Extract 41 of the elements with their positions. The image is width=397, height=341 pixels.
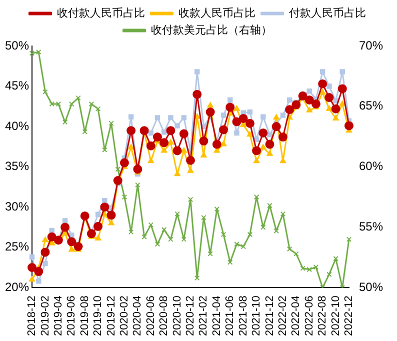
y-tick-label: 50% [4, 38, 30, 52]
y2-tick-label: 70% [358, 38, 384, 52]
x-tick-label: 2022-02 [276, 296, 289, 336]
x-tick-label: 2022-10 [330, 296, 342, 336]
legend-label: 收付款美元占比（右轴） [150, 23, 272, 36]
x-tick-label: 2019-02 [39, 296, 52, 336]
x-tick-label: 2020-08 [158, 296, 170, 336]
x-tick-label: 2021-08 [237, 296, 250, 336]
y2-tick-label: 65% [358, 98, 384, 113]
x-tick-label: 2019-06 [66, 296, 78, 336]
x-tick-label: 2021-02 [198, 296, 210, 336]
legend-label: 付款人民币占比 [288, 6, 366, 20]
x-tick-label: 2020-12 [184, 296, 197, 336]
y2-tick-label: 55% [358, 220, 384, 234]
x-tick-label: 2019-10 [92, 296, 104, 336]
legend-label: 收付款人民币占比 [56, 6, 145, 20]
x-tick-label: 2020-06 [144, 296, 157, 336]
x-tick-label: 2020-10 [171, 296, 184, 336]
legend-label: 收款人民币占比 [178, 6, 256, 20]
x-tick-label: 2021-04 [210, 296, 223, 336]
y-tick-label: 30% [4, 199, 30, 214]
x-tick-label: 2019-04 [52, 296, 64, 336]
x-tick-label: 2022-08 [316, 296, 329, 336]
y-tick-label: 25% [4, 240, 30, 254]
y-tick-label: 45% [4, 78, 30, 93]
x-tick-label: 2022-12 [343, 296, 356, 336]
x-tick-label: 2022-06 [303, 296, 316, 336]
x-tick-label: 2021-12 [264, 296, 276, 336]
y2-tick-label: 50% [358, 280, 384, 294]
x-tick-label: 2020-04 [132, 296, 144, 336]
x-tick-label: 2020-02 [118, 296, 130, 336]
y-tick-label: 35% [4, 159, 30, 174]
x-tick-label: 2019-08 [78, 296, 91, 336]
y-tick-label: 20% [4, 280, 30, 294]
x-tick-label: 2019-12 [105, 296, 118, 336]
x-tick-label: 2021-06 [224, 296, 236, 336]
x-tick-label: 2021-10 [250, 296, 263, 336]
y2-tick-label: 60% [358, 159, 384, 174]
x-tick-label: 2018-12 [26, 296, 38, 336]
x-tick-label: 2022-04 [290, 296, 302, 336]
y-tick-label: 40% [4, 118, 30, 133]
